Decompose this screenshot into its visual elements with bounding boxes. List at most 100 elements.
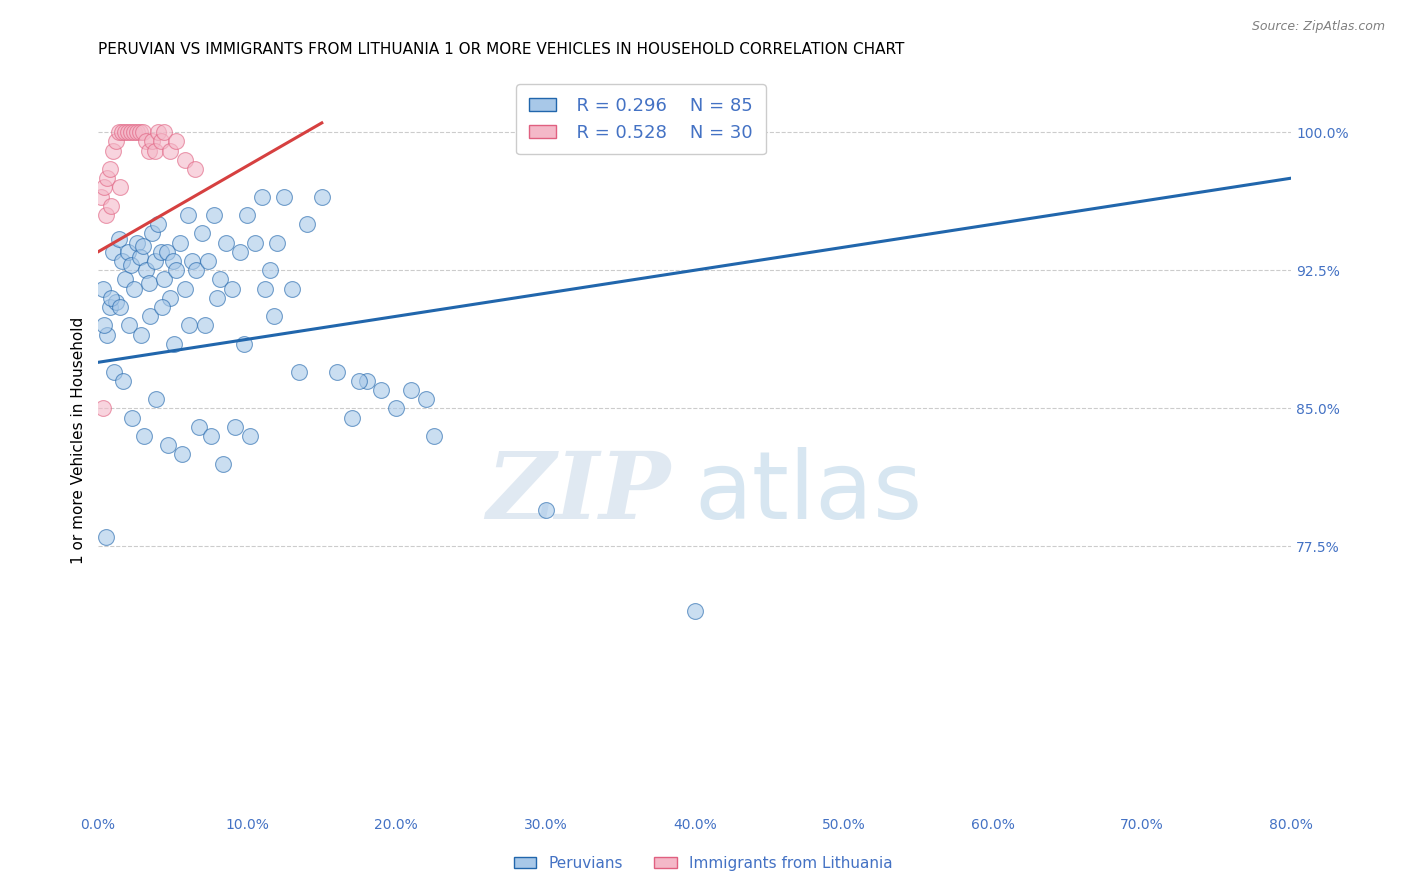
Point — [96, 171, 118, 186]
Point — [281, 282, 304, 296]
Point — [152, 125, 174, 139]
Point — [534, 502, 557, 516]
Point — [101, 244, 124, 259]
Point — [93, 318, 115, 333]
Point — [356, 374, 378, 388]
Point — [112, 374, 135, 388]
Point — [233, 337, 256, 351]
Legend:   R = 0.296    N = 85,   R = 0.528    N = 30: R = 0.296 N = 85, R = 0.528 N = 30 — [516, 84, 765, 154]
Point — [117, 125, 139, 139]
Point — [212, 457, 235, 471]
Point — [176, 208, 198, 222]
Point — [288, 365, 311, 379]
Point — [96, 327, 118, 342]
Point — [111, 254, 134, 268]
Text: PERUVIAN VS IMMIGRANTS FROM LITHUANIA 1 OR MORE VEHICLES IN HOUSEHOLD CORRELATIO: PERUVIAN VS IMMIGRANTS FROM LITHUANIA 1 … — [98, 42, 904, 57]
Point — [143, 254, 166, 268]
Point — [114, 272, 136, 286]
Point — [422, 429, 444, 443]
Point — [138, 276, 160, 290]
Point — [90, 189, 112, 203]
Point — [101, 144, 124, 158]
Point — [117, 244, 139, 259]
Point — [134, 429, 156, 443]
Point — [250, 189, 273, 203]
Point — [207, 291, 229, 305]
Point — [120, 258, 142, 272]
Point — [209, 272, 232, 286]
Point — [188, 419, 211, 434]
Point — [266, 235, 288, 250]
Point — [229, 244, 252, 259]
Point — [125, 235, 148, 250]
Point — [263, 310, 285, 324]
Point — [243, 235, 266, 250]
Point — [150, 300, 173, 314]
Point — [104, 134, 127, 148]
Point — [159, 144, 181, 158]
Point — [100, 291, 122, 305]
Point — [197, 254, 219, 268]
Point — [128, 125, 150, 139]
Point — [683, 604, 706, 618]
Point — [163, 337, 186, 351]
Point — [311, 189, 333, 203]
Point — [170, 447, 193, 461]
Point — [181, 254, 204, 268]
Point — [202, 208, 225, 222]
Point — [125, 125, 148, 139]
Point — [114, 125, 136, 139]
Point — [169, 235, 191, 250]
Point — [340, 410, 363, 425]
Point — [295, 217, 318, 231]
Point — [177, 318, 200, 333]
Point — [98, 300, 121, 314]
Point — [121, 410, 143, 425]
Point — [135, 134, 157, 148]
Point — [156, 244, 179, 259]
Point — [146, 125, 169, 139]
Point — [138, 144, 160, 158]
Point — [165, 263, 187, 277]
Point — [259, 263, 281, 277]
Point — [122, 282, 145, 296]
Point — [139, 310, 162, 324]
Point — [132, 239, 155, 253]
Point — [145, 392, 167, 406]
Point — [108, 232, 131, 246]
Point — [94, 530, 117, 544]
Point — [194, 318, 217, 333]
Point — [236, 208, 259, 222]
Point — [98, 161, 121, 176]
Point — [191, 227, 214, 241]
Point — [401, 383, 423, 397]
Point — [103, 365, 125, 379]
Point — [239, 429, 262, 443]
Point — [91, 401, 114, 416]
Point — [93, 180, 115, 194]
Point — [111, 125, 134, 139]
Point — [221, 282, 243, 296]
Point — [159, 291, 181, 305]
Legend: Peruvians, Immigrants from Lithuania: Peruvians, Immigrants from Lithuania — [508, 850, 898, 877]
Point — [149, 134, 172, 148]
Point — [118, 318, 141, 333]
Point — [110, 180, 132, 194]
Point — [370, 383, 392, 397]
Point — [108, 125, 131, 139]
Point — [254, 282, 277, 296]
Point — [146, 217, 169, 231]
Point — [173, 153, 195, 167]
Point — [162, 254, 184, 268]
Point — [104, 294, 127, 309]
Point — [152, 272, 174, 286]
Y-axis label: 1 or more Vehicles in Household: 1 or more Vehicles in Household — [72, 317, 86, 565]
Point — [128, 251, 150, 265]
Point — [94, 208, 117, 222]
Point — [100, 199, 122, 213]
Point — [122, 125, 145, 139]
Point — [110, 300, 132, 314]
Point — [415, 392, 437, 406]
Point — [157, 438, 180, 452]
Point — [186, 263, 208, 277]
